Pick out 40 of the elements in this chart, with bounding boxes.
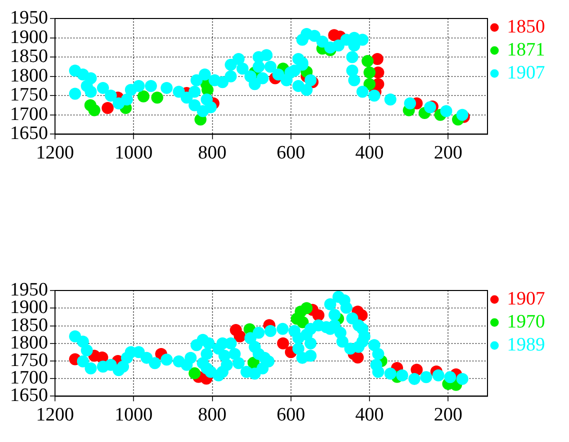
y-tick-label: 1800 bbox=[10, 65, 48, 86]
point bbox=[102, 102, 114, 114]
legend-label: 1907 bbox=[507, 288, 545, 310]
point bbox=[188, 367, 201, 380]
x-tick-label: 400 bbox=[355, 142, 384, 164]
point bbox=[352, 351, 364, 364]
legend-label: 1989 bbox=[507, 334, 545, 356]
legend-label: 1907 bbox=[507, 62, 545, 84]
x-tick-label: 1200 bbox=[36, 142, 74, 164]
x-tick-label: 600 bbox=[276, 142, 306, 164]
y-tick-label: 1900 bbox=[10, 26, 48, 48]
point bbox=[296, 316, 309, 328]
point bbox=[277, 337, 290, 350]
y-tick-label: 1700 bbox=[10, 104, 48, 125]
x-tick-label: 800 bbox=[198, 404, 227, 426]
x-tick-label: 1200 bbox=[36, 404, 74, 426]
point bbox=[364, 66, 376, 79]
x-tick-label: 200 bbox=[434, 404, 462, 426]
point bbox=[151, 92, 164, 104]
y-tick-label: 1950 bbox=[10, 8, 48, 29]
y-tick-label: 1650 bbox=[10, 123, 48, 144]
point bbox=[300, 302, 313, 314]
x-tick-label: 800 bbox=[198, 142, 227, 164]
point bbox=[137, 90, 150, 102]
point bbox=[364, 78, 376, 90]
legend-label: 1850 bbox=[507, 16, 545, 38]
legend-label: 1970 bbox=[507, 311, 545, 332]
x-tick-label: 600 bbox=[276, 404, 306, 426]
x-tick-label: 200 bbox=[434, 142, 462, 164]
x-tick-label: 1000 bbox=[114, 142, 153, 164]
y-tick-label: 1750 bbox=[10, 84, 48, 106]
x-tick-label: 1000 bbox=[114, 404, 153, 426]
point bbox=[88, 104, 100, 116]
point bbox=[371, 53, 384, 66]
legend-label: 1871 bbox=[507, 39, 545, 60]
point bbox=[362, 54, 374, 67]
y-tick-label: 1850 bbox=[10, 46, 48, 68]
x-tick-label: 400 bbox=[355, 404, 384, 426]
point bbox=[312, 309, 324, 322]
point bbox=[234, 330, 246, 342]
